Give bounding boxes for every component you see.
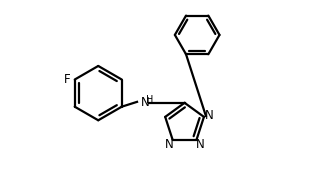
Text: N: N <box>140 96 149 109</box>
Text: F: F <box>64 73 70 86</box>
Text: N: N <box>165 138 174 151</box>
Text: N: N <box>196 138 204 151</box>
Text: N: N <box>205 109 214 122</box>
Text: H: H <box>146 95 154 105</box>
